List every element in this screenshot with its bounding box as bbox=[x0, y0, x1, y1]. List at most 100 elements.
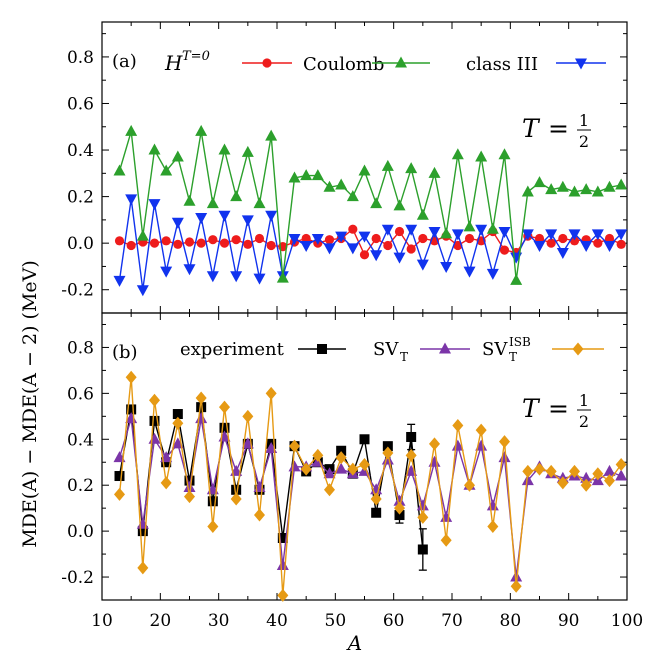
legend-marker-experiment bbox=[317, 344, 327, 354]
data-point bbox=[521, 474, 534, 486]
data-point bbox=[161, 457, 172, 468]
legend-marker-svt bbox=[439, 342, 451, 354]
data-point bbox=[463, 266, 476, 278]
x-tick-label: 40 bbox=[266, 611, 288, 631]
legend-marker-green bbox=[395, 56, 407, 68]
data-point bbox=[534, 462, 545, 476]
y-tick-label: 0.2 bbox=[67, 188, 94, 208]
y-tick-label: -0.2 bbox=[61, 281, 94, 301]
x-tick-label: 20 bbox=[150, 611, 172, 631]
data-point bbox=[592, 467, 604, 481]
data-point bbox=[580, 478, 592, 492]
data-point bbox=[615, 229, 628, 241]
data-point bbox=[510, 570, 523, 582]
legend-label-class-iii: class III bbox=[466, 54, 538, 75]
data-point bbox=[486, 268, 499, 280]
y-tick-label: 0.8 bbox=[67, 48, 94, 68]
annotation-t-half: T = 1 2 bbox=[522, 111, 591, 151]
legend-label-svt-sub: T bbox=[400, 350, 408, 364]
y-tick-label: 0.0 bbox=[67, 234, 94, 254]
data-point bbox=[593, 238, 603, 248]
y-tick-label: 0.0 bbox=[67, 522, 94, 542]
data-point bbox=[207, 496, 218, 507]
data-point bbox=[428, 166, 441, 178]
data-point bbox=[545, 229, 558, 241]
data-point bbox=[125, 124, 138, 136]
data-point bbox=[603, 180, 616, 192]
data-point bbox=[196, 238, 206, 248]
data-point bbox=[487, 520, 499, 534]
data-point bbox=[230, 492, 242, 506]
data-point bbox=[580, 471, 593, 483]
data-point bbox=[580, 183, 593, 195]
panel-label: (a) bbox=[112, 51, 137, 72]
data-point bbox=[289, 439, 300, 453]
data-point bbox=[183, 480, 196, 492]
data-point bbox=[417, 544, 428, 555]
y-tick-label: 0.2 bbox=[67, 476, 94, 496]
data-point bbox=[241, 215, 254, 227]
y-tick-label: 0.6 bbox=[67, 384, 94, 404]
data-point bbox=[604, 233, 615, 244]
data-point bbox=[219, 238, 230, 248]
data-point bbox=[171, 150, 184, 162]
data-point bbox=[113, 164, 126, 176]
data-point bbox=[534, 233, 545, 244]
data-point bbox=[184, 237, 195, 247]
data-point bbox=[230, 190, 243, 202]
series-class-iii bbox=[113, 194, 628, 297]
data-point bbox=[429, 437, 440, 451]
data-point bbox=[568, 229, 581, 241]
data-point bbox=[254, 508, 265, 522]
data-point bbox=[464, 478, 475, 492]
y-tick-label: 0.4 bbox=[67, 141, 94, 161]
data-point bbox=[486, 222, 499, 234]
legend-title-sup: T=0 bbox=[182, 49, 210, 64]
data-point bbox=[498, 227, 511, 239]
data-point bbox=[382, 446, 394, 460]
data-point bbox=[160, 476, 172, 490]
data-point bbox=[149, 393, 160, 407]
data-point bbox=[195, 213, 208, 225]
data-point bbox=[253, 197, 266, 209]
data-point bbox=[393, 494, 406, 506]
data-point bbox=[136, 285, 149, 297]
y-tick-label: 0.4 bbox=[67, 430, 94, 450]
x-tick-label: 30 bbox=[208, 611, 230, 631]
data-point bbox=[148, 199, 161, 211]
data-point bbox=[277, 533, 288, 544]
data-point bbox=[521, 185, 534, 197]
data-point bbox=[288, 460, 301, 472]
x-tick-label: 10 bbox=[91, 611, 113, 631]
data-point bbox=[125, 370, 137, 384]
data-point bbox=[428, 227, 441, 239]
data-point bbox=[312, 448, 324, 462]
data-point bbox=[545, 464, 557, 478]
data-point bbox=[126, 240, 136, 251]
data-point bbox=[346, 190, 359, 202]
data-point bbox=[206, 271, 219, 283]
data-point bbox=[323, 243, 336, 255]
data-point bbox=[149, 238, 160, 248]
series-class-iii-green bbox=[113, 124, 628, 285]
data-point bbox=[603, 240, 616, 252]
data-point bbox=[591, 229, 604, 241]
data-point bbox=[405, 224, 418, 236]
data-point bbox=[591, 185, 604, 197]
data-point bbox=[440, 227, 453, 239]
data-point bbox=[160, 164, 173, 176]
legend-label-svt-isb: SV bbox=[482, 339, 508, 360]
data-point bbox=[533, 176, 546, 188]
data-point bbox=[522, 464, 534, 478]
data-point bbox=[172, 409, 183, 420]
data-point bbox=[416, 499, 429, 511]
data-point bbox=[114, 471, 125, 482]
data-point bbox=[195, 124, 208, 136]
data-point bbox=[615, 178, 628, 190]
data-point bbox=[358, 164, 371, 176]
data-point bbox=[475, 423, 487, 437]
data-point bbox=[208, 235, 218, 245]
x-tick-label: 50 bbox=[325, 611, 347, 631]
x-axis-label: A bbox=[346, 631, 362, 655]
data-point bbox=[394, 226, 405, 237]
